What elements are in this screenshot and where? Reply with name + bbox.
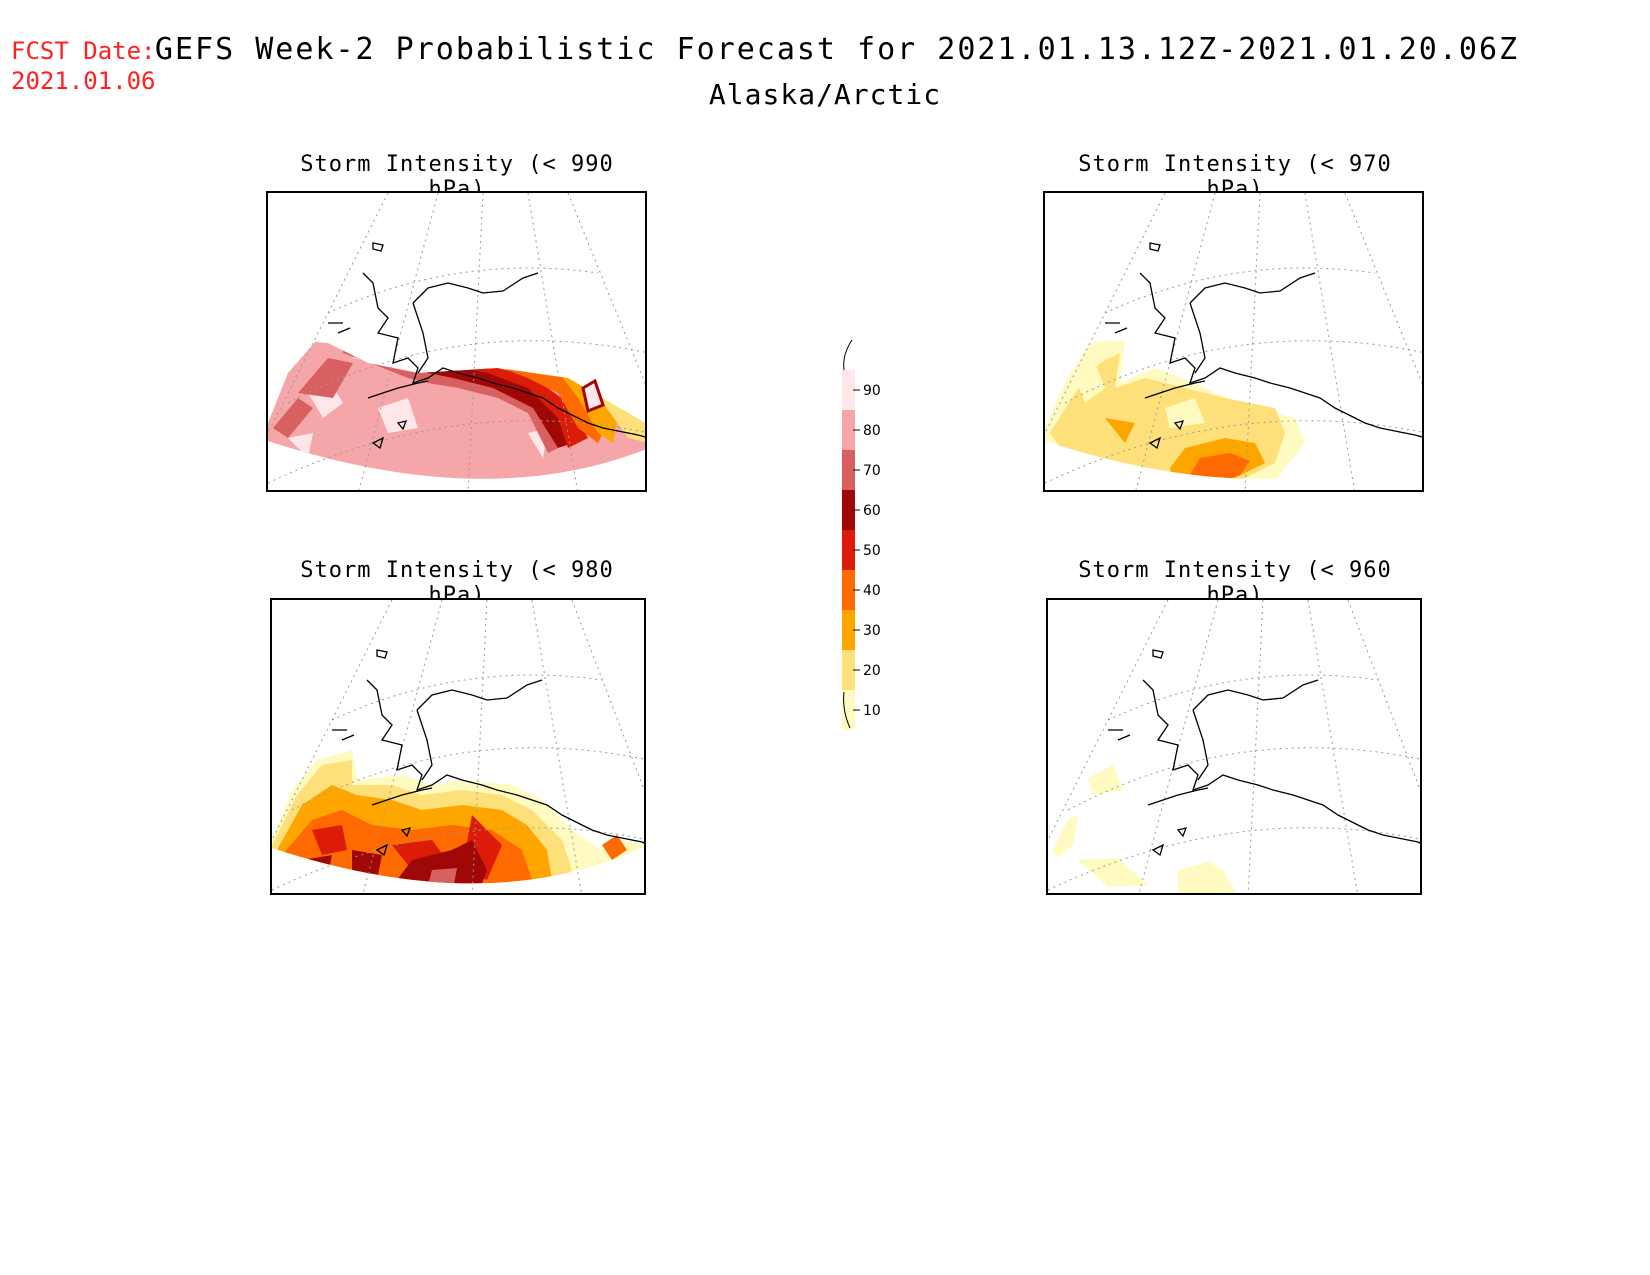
forecast-date: FCST Date: 2021.01.06: [11, 36, 156, 96]
prob-local-max: [581, 378, 605, 414]
map-970: [1045, 193, 1422, 490]
coastline: [332, 649, 644, 857]
graticule: [268, 193, 645, 490]
coastline: [1108, 649, 1420, 857]
prob-10-area: [1078, 858, 1148, 887]
colorbar-swatch-60: [842, 490, 855, 530]
prob-10-hole: [1075, 363, 1205, 428]
colorbar-bottom-cap: [843, 691, 851, 729]
map-panel-960: [1046, 598, 1422, 895]
prob-10-area: [1053, 815, 1078, 858]
panel-title-980: Storm Intensity (< 980 hPa): [300, 558, 614, 608]
graticule: [272, 600, 644, 893]
map-panel-990: [266, 191, 647, 492]
colorbar-top-cap: [843, 339, 853, 371]
prob-40-area: [1185, 453, 1250, 479]
prob-10-area: [1088, 765, 1123, 795]
colorbar-label-50: 50: [863, 543, 881, 559]
page-title: GEFS Week-2 Probabilistic Forecast for 2…: [154, 32, 1520, 67]
colorbar-swatch-30: [842, 610, 855, 650]
panel-title-960: Storm Intensity (< 960 hPa): [1078, 558, 1392, 608]
coastline: [328, 242, 645, 450]
prob-70-area: [427, 868, 457, 884]
prob-10-area: [1178, 862, 1236, 893]
colorbar-swatch-90: [842, 370, 855, 410]
prob-30-area: [548, 358, 618, 443]
prob-70-band: [343, 338, 568, 453]
prob-50-area: [1177, 478, 1195, 479]
colorbar-label-80: 80: [863, 423, 881, 439]
map-990: [268, 193, 645, 490]
map-980: [272, 600, 644, 893]
page-subtitle: Alaska/Arctic: [708, 78, 942, 111]
map-panel-980: [270, 598, 646, 895]
forecast-date-value: 2021.01.06: [11, 67, 156, 95]
prob-40-spot: [602, 835, 627, 860]
colorbar-swatches: [842, 370, 855, 730]
colorbar-label-60: 60: [863, 503, 881, 519]
forecast-date-label: FCST Date:: [11, 37, 156, 65]
panel-title-970: Storm Intensity (< 970 hPa): [1078, 152, 1392, 202]
colorbar-label-90: 90: [863, 383, 881, 399]
map-960: [1048, 600, 1420, 893]
graticule: [1045, 193, 1422, 490]
colorbar-swatch-40: [842, 570, 855, 610]
colorbar-swatch-80: [842, 410, 855, 450]
colorbar-label-70: 70: [863, 463, 881, 479]
colorbar-label-30: 30: [863, 623, 881, 639]
graticule: [1048, 600, 1420, 893]
colorbar: 90 80 70 60 50 40 30 20 10: [842, 339, 881, 730]
map-panel-970: [1043, 191, 1424, 492]
colorbar-swatch-70: [842, 450, 855, 490]
colorbar-labels: 90 80 70 60 50 40 30 20 10: [853, 383, 881, 719]
prob-30-spot: [1105, 418, 1135, 443]
coastline: [1105, 242, 1422, 450]
prob-70-area: [273, 358, 353, 438]
colorbar-swatch-10: [842, 690, 855, 730]
colorbar-label-10: 10: [863, 703, 881, 719]
prob-50-area: [312, 815, 502, 880]
colorbar-label-40: 40: [863, 583, 881, 599]
colorbar-swatch-20: [842, 650, 855, 690]
colorbar-swatch-50: [842, 530, 855, 570]
colorbar-label-20: 20: [863, 663, 881, 679]
